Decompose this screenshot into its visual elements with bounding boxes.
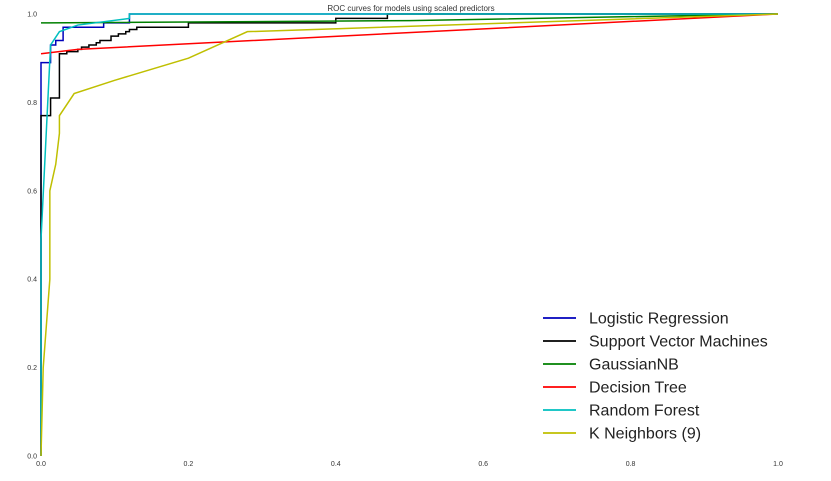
legend-label: Random Forest [589, 403, 700, 420]
x-tick-label: 0.8 [626, 461, 636, 468]
y-tick-label: 0.8 [27, 100, 37, 107]
x-tick-label: 0.6 [478, 461, 488, 468]
legend: Logistic Regression Support Vector Machin… [543, 311, 768, 443]
x-tick-label: 0.2 [184, 461, 194, 468]
x-axis-ticks: 0.0 0.2 0.4 0.6 0.8 1.0 [36, 461, 783, 468]
x-tick-label: 0.0 [36, 461, 46, 468]
y-tick-label: 0.0 [27, 454, 37, 461]
y-tick-label: 1.0 [27, 12, 37, 19]
roc-series [40, 13, 779, 457]
series-line-random-forest [40, 13, 778, 456]
legend-label: GaussianNB [589, 357, 679, 374]
series-line-support-vector-machines [40, 13, 778, 456]
x-tick-label: 0.4 [331, 461, 341, 468]
y-axis-ticks: 0.0 0.2 0.4 0.6 0.8 1.0 [27, 12, 37, 461]
legend-label: K Neighbors (9) [589, 426, 701, 443]
x-tick-label: 1.0 [773, 461, 783, 468]
legend-label: Logistic Regression [589, 311, 729, 328]
y-tick-label: 0.2 [27, 365, 37, 372]
series-line-gaussiannb [41, 13, 779, 24]
chart-title: ROC curves for models using scaled predi… [327, 4, 494, 13]
series-line-k-neighbors-9 [40, 13, 779, 457]
series-line-decision-tree [40, 13, 779, 55]
legend-label: Decision Tree [589, 380, 687, 397]
y-tick-label: 0.6 [27, 188, 37, 195]
legend-label: Support Vector Machines [589, 334, 768, 351]
y-tick-label: 0.4 [27, 277, 37, 284]
